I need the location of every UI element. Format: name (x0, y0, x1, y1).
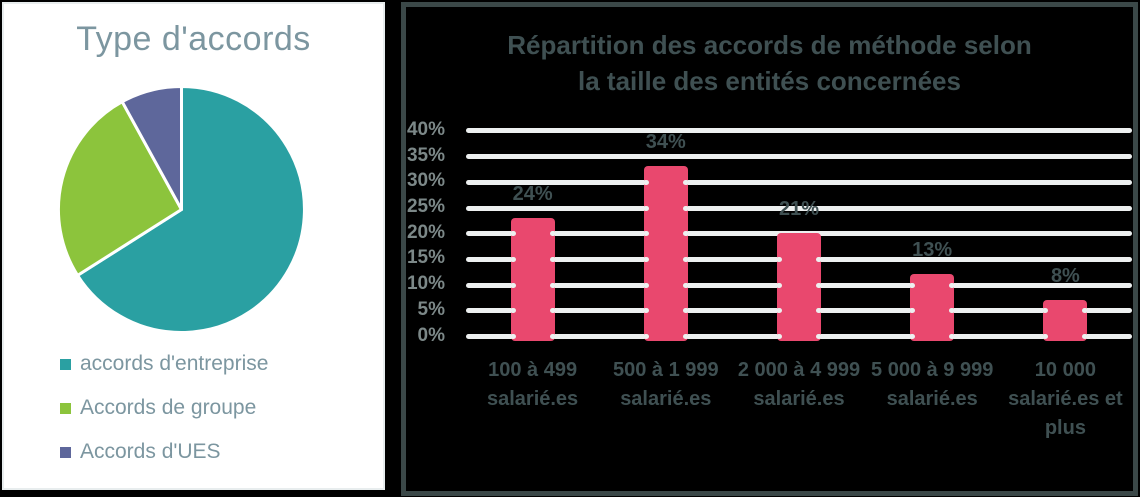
legend-label: Accords d'UES (80, 440, 221, 463)
gridline (466, 154, 1132, 160)
legend-label: accords d'entreprise (80, 352, 269, 375)
gridline-cap (909, 308, 916, 314)
bar (643, 166, 688, 341)
y-tick-label: 40% (406, 118, 445, 140)
y-tick-label: 25% (406, 196, 445, 217)
gridline-cap (1042, 334, 1049, 339)
x-axis-label: 100 à 499 salarié.es (486, 359, 579, 410)
legend-swatch (60, 358, 71, 370)
gridline-cap (642, 334, 649, 339)
gridline-cap (509, 308, 516, 314)
gridline-cap (682, 256, 689, 262)
bar (777, 233, 821, 341)
gridline-cap (1082, 308, 1089, 314)
legend-swatch (60, 402, 71, 414)
bar-title-line-1: Répartition des accords de méthode selon (507, 30, 1032, 60)
gridline-cap (682, 334, 689, 339)
bar-chart-title: Répartition des accords de méthode selon… (406, 27, 1133, 99)
gridline-cap (776, 256, 782, 262)
gridline-cap (642, 179, 649, 185)
gridline-cap (642, 308, 649, 314)
legend-item: Accords de groupe (60, 396, 256, 420)
gridline-cap (509, 334, 516, 339)
gridline-cap (816, 282, 822, 288)
gridline-cap (1042, 308, 1049, 314)
gridline-cap (642, 256, 649, 262)
gridline-cap (909, 282, 916, 288)
gridline-cap (682, 179, 689, 185)
gridline-cap (549, 334, 556, 339)
bar-chart-card: Répartition des accords de méthode selon… (401, 2, 1138, 496)
y-tick-label: 30% (406, 170, 445, 192)
pie-chart-card: Type d'accords accords d'entreprise Accor… (2, 2, 385, 490)
gridline-cap (682, 205, 689, 211)
gridline-cap (549, 308, 556, 314)
gridline (466, 128, 1132, 134)
gridline (466, 179, 1132, 185)
pie-slice-2 (120, 84, 183, 211)
gridline-cap (949, 308, 956, 314)
gridline-cap (776, 308, 782, 314)
pie-chart (56, 84, 306, 334)
legend-swatch (60, 446, 71, 458)
pie-slice-1 (56, 100, 183, 277)
y-tick-label: 35% (406, 144, 445, 166)
x-axis-label: 500 à 1 999 salarié.es (612, 359, 719, 410)
y-tick-label: 10% (406, 273, 445, 295)
gridline-cap (909, 334, 916, 339)
gridline-cap (1082, 334, 1089, 339)
legend-item: Accords d'UES (60, 440, 221, 464)
bar (910, 274, 955, 341)
x-axis-label: 2 000 à 4 999 salarié.es (737, 359, 861, 410)
gridline-cap (816, 308, 822, 314)
gridline-cap (776, 282, 782, 288)
gridline-cap (509, 282, 516, 288)
bar (1043, 299, 1088, 341)
gridline-cap (509, 231, 516, 237)
bar-value-label: 24% (512, 182, 553, 205)
gridline-cap (642, 282, 649, 288)
gridline-cap (816, 256, 822, 262)
gridline-cap (549, 231, 556, 237)
legend-item: accords d'entreprise (60, 352, 268, 376)
gridline-cap (549, 256, 556, 262)
y-tick-label: 5% (417, 298, 445, 320)
bar-title-line-2: la taille des entités concernées (578, 66, 961, 96)
gridline (466, 205, 1132, 211)
gridline-cap (682, 308, 689, 314)
y-tick-label: 0% (417, 324, 445, 346)
bar-value-label: 21% (778, 198, 820, 221)
y-tick-label: 15% (406, 247, 445, 269)
x-axis-label: 10 000 salarié.es et plus (1008, 359, 1123, 439)
gridline-cap (509, 256, 516, 262)
bar-value-label: 8% (1050, 264, 1080, 287)
gridline-cap (549, 282, 556, 288)
gridline-cap (642, 205, 649, 211)
bar-value-label: 34% (645, 131, 686, 154)
pie-title: Type d'accords (76, 20, 311, 58)
legend-label: Accords de groupe (80, 396, 257, 419)
gridline-cap (642, 231, 649, 237)
x-axis-label: 5 000 à 9 999 salarié.es (871, 359, 994, 410)
bar (510, 217, 555, 341)
gridline-cap (682, 282, 689, 288)
gridline-cap (682, 231, 689, 237)
gridline-cap (949, 282, 956, 288)
y-tick-label: 20% (406, 221, 445, 243)
gridline-cap (816, 334, 822, 339)
bar-value-label: 13% (912, 239, 953, 262)
gridline-cap (776, 334, 782, 339)
pie-slice-0 (76, 85, 306, 334)
gridline-cap (949, 334, 956, 339)
